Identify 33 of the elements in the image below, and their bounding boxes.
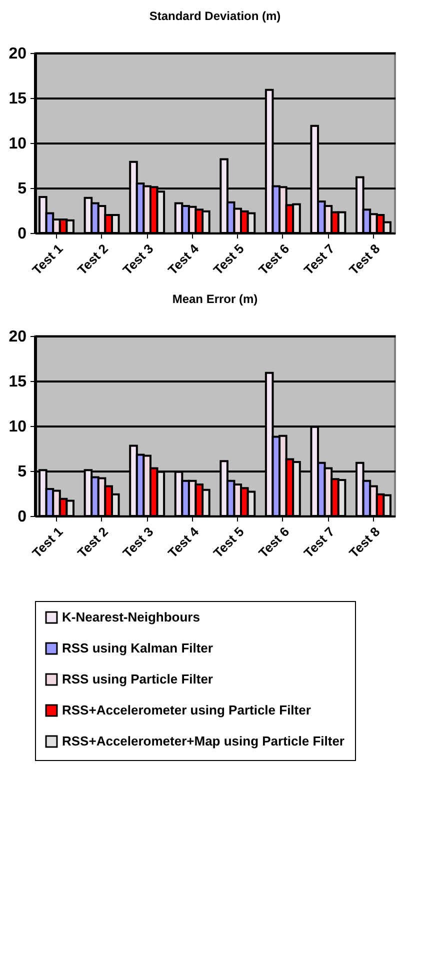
x-tick-label: Test 1 bbox=[29, 524, 66, 561]
legend-label: RSS+Accelerometer using Particle Filter bbox=[62, 702, 311, 718]
x-tick-label: Test 5 bbox=[210, 241, 247, 278]
y-tick-label: 5 bbox=[18, 464, 27, 480]
legend-label: RSS using Particle Filter bbox=[62, 672, 213, 686]
x-tick-label: Test 6 bbox=[256, 524, 292, 561]
x-tick-label: Test 1 bbox=[29, 241, 66, 278]
x-tick-label: Test 3 bbox=[120, 524, 156, 561]
x-tick-label: Test 3 bbox=[120, 241, 156, 278]
y-tick-label: 20 bbox=[8, 328, 27, 346]
x-tick-label: Test 4 bbox=[165, 524, 202, 561]
legend-label: RSS+Accelerometer+Map using Particle Filter bbox=[62, 734, 344, 748]
x-tick-label: Test 5 bbox=[210, 524, 247, 561]
chart-title: Mean Error (m) bbox=[172, 292, 258, 306]
y-tick-label: 5 bbox=[18, 180, 27, 198]
x-tick-label: Test 8 bbox=[346, 524, 383, 561]
x-tick-label: Test 7 bbox=[300, 524, 338, 561]
x-tick-label: Test 4 bbox=[165, 240, 202, 278]
y-tick-label: 20 bbox=[8, 46, 27, 62]
x-tick-label: Test 2 bbox=[74, 524, 111, 561]
y-tick-label: 10 bbox=[8, 136, 27, 152]
legend-label: RSS using Kalman Filter bbox=[62, 640, 213, 656]
x-tick-label: Test 7 bbox=[300, 241, 338, 278]
y-tick-label: 0 bbox=[18, 508, 27, 526]
y-tick-label: 0 bbox=[18, 226, 27, 242]
chart-title: Standard Deviation (m) bbox=[149, 9, 281, 23]
x-tick-label: Test 6 bbox=[256, 241, 292, 278]
y-tick-label: 15 bbox=[8, 90, 27, 108]
y-tick-label: 10 bbox=[8, 418, 27, 436]
x-tick-label: Test 8 bbox=[346, 241, 383, 278]
y-tick-label: 15 bbox=[8, 374, 27, 390]
legend-label: K-Nearest-Neighbours bbox=[62, 610, 200, 624]
x-tick-label: Test 2 bbox=[74, 241, 111, 278]
